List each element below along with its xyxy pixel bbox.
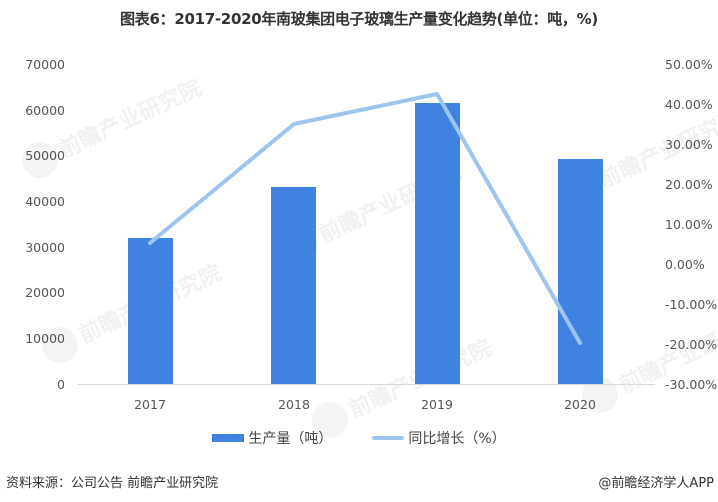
legend: 生产量（吨） 同比增长（%） — [0, 428, 718, 448]
bar-swatch-icon — [212, 434, 245, 442]
svg-text:2020: 2020 — [564, 397, 596, 412]
legend-item-growth[interactable]: 同比增长（%） — [372, 428, 506, 448]
svg-text:20000: 20000 — [25, 285, 65, 300]
growth-line — [148, 92, 582, 345]
svg-text:50.00%: 50.00% — [665, 57, 713, 72]
bar-2019 — [415, 103, 460, 384]
bar-2020 — [558, 159, 603, 384]
svg-text:-30.00%: -30.00% — [665, 377, 717, 392]
left-axis: 70000 60000 50000 40000 30000 20000 1000… — [25, 57, 65, 392]
svg-text:40000: 40000 — [25, 194, 65, 209]
svg-text:20.00%: 20.00% — [665, 177, 713, 192]
svg-text:2017: 2017 — [134, 397, 166, 412]
legend-item-production[interactable]: 生产量（吨） — [212, 428, 332, 448]
svg-text:10000: 10000 — [25, 331, 65, 346]
legend-label-production: 生产量（吨） — [248, 431, 333, 447]
bar-series — [128, 103, 603, 384]
bar-2017 — [128, 238, 173, 384]
line-swatch-icon — [372, 436, 405, 440]
source-note: 资料来源：公司公告 前瞻产业研究院 — [6, 476, 219, 491]
x-axis-labels: 2017 2018 2019 2020 — [134, 397, 596, 412]
svg-text:60000: 60000 — [25, 103, 65, 118]
svg-text:0: 0 — [57, 377, 65, 392]
credit-note: @前瞻经济学人APP — [598, 476, 714, 491]
svg-text:-20.00%: -20.00% — [665, 337, 717, 352]
svg-text:2019: 2019 — [421, 397, 453, 412]
svg-text:30.00%: 30.00% — [665, 137, 713, 152]
right-axis: 50.00% 40.00% 30.00% 20.00% 10.00% 0.00%… — [665, 57, 717, 392]
chart-title: 图表6：2017-2020年南玻集团电子玻璃生产量变化趋势(单位：吨，%) — [120, 10, 598, 28]
watermark-group: 前瞻产业研究院 前瞻产业研究院 前瞻产业研究院 前瞻产业研究院 前瞻产业研究院 … — [22, 75, 718, 438]
bar-2018 — [271, 187, 316, 384]
legend-label-growth: 同比增长（%） — [408, 431, 506, 447]
svg-text:40.00%: 40.00% — [665, 97, 713, 112]
svg-text:-10.00%: -10.00% — [665, 297, 717, 312]
svg-text:70000: 70000 — [25, 57, 65, 72]
svg-text:50000: 50000 — [25, 148, 65, 163]
svg-text:前瞻产业研究院: 前瞻产业研究院 — [55, 75, 206, 164]
svg-text:10.00%: 10.00% — [665, 217, 713, 232]
svg-text:0.00%: 0.00% — [665, 257, 705, 272]
svg-text:30000: 30000 — [25, 240, 65, 255]
svg-text:2018: 2018 — [278, 397, 310, 412]
